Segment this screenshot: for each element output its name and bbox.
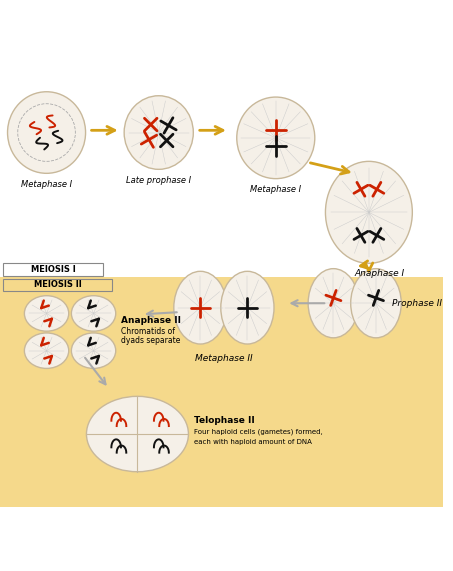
Text: Late prophase I: Late prophase I [126,176,191,185]
Ellipse shape [8,92,86,174]
Text: Metaphase I: Metaphase I [250,186,301,194]
Text: Four haploid cells (gametes) formed,: Four haploid cells (gametes) formed, [194,429,323,435]
Ellipse shape [237,97,315,179]
Text: MEIOSIS I: MEIOSIS I [31,264,76,274]
Ellipse shape [174,271,227,344]
Bar [0,276,443,507]
Text: MEIOSIS II: MEIOSIS II [34,280,82,289]
Text: Prophase II: Prophase II [392,299,443,308]
FancyBboxPatch shape [3,279,112,291]
Text: Anaphase II: Anaphase II [121,316,181,325]
Text: Anaphase I: Anaphase I [355,269,405,278]
FancyBboxPatch shape [3,263,103,276]
Text: Metaphase II: Metaphase II [195,354,253,363]
Text: Chromatids of: Chromatids of [121,327,175,336]
Ellipse shape [325,162,412,263]
Ellipse shape [308,268,359,338]
Text: each with haploid amount of DNA: each with haploid amount of DNA [194,439,312,445]
Text: Telophase II: Telophase II [194,416,255,425]
Text: Metaphase I: Metaphase I [21,180,72,189]
Ellipse shape [24,296,69,331]
Bar [0,64,443,276]
Ellipse shape [24,333,69,368]
Ellipse shape [351,268,401,338]
Ellipse shape [87,396,188,472]
Text: dyads separate: dyads separate [121,336,180,345]
Ellipse shape [72,296,116,331]
Ellipse shape [124,96,193,170]
Ellipse shape [72,333,116,368]
Ellipse shape [221,271,274,344]
